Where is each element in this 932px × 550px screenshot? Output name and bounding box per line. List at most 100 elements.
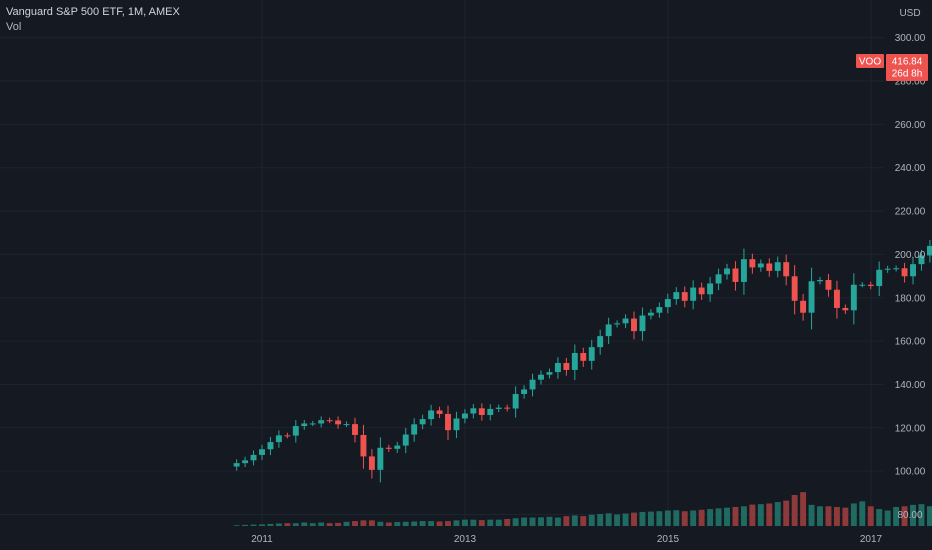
grid-lines bbox=[0, 0, 884, 526]
volume-bar bbox=[614, 514, 621, 526]
candle-body bbox=[318, 420, 325, 424]
candle-body bbox=[368, 456, 375, 470]
candle-body bbox=[926, 245, 932, 256]
volume-bar bbox=[377, 521, 384, 526]
candle-body bbox=[521, 389, 528, 394]
volume-bar bbox=[343, 521, 350, 526]
volume-bar bbox=[817, 506, 823, 526]
y-tick-label: 80.00 bbox=[897, 510, 922, 521]
volume-bar bbox=[859, 501, 866, 526]
volume-bar bbox=[360, 520, 367, 526]
volume-bar bbox=[631, 512, 637, 526]
volume-bar bbox=[259, 524, 265, 526]
volume-bar bbox=[250, 524, 257, 526]
candle-body bbox=[850, 284, 857, 311]
candle-body bbox=[876, 269, 883, 287]
candle-body bbox=[360, 434, 367, 457]
candle-body bbox=[656, 307, 663, 313]
volume-bar bbox=[732, 506, 739, 526]
candle-body bbox=[301, 423, 308, 427]
volume-bar bbox=[411, 521, 418, 526]
volume-bar bbox=[504, 518, 511, 526]
candle-body bbox=[715, 274, 722, 284]
candle-body bbox=[428, 410, 435, 420]
candle-body bbox=[749, 259, 756, 268]
candle-body bbox=[343, 424, 350, 426]
candle-body bbox=[352, 424, 358, 435]
volume-bar bbox=[292, 523, 299, 526]
volume-bar bbox=[740, 506, 747, 526]
volume-bar bbox=[385, 522, 392, 526]
y-tick-label: 120.00 bbox=[895, 423, 926, 434]
x-tick-label: 2013 bbox=[454, 534, 477, 545]
volume-bar bbox=[546, 516, 553, 526]
candle-body bbox=[791, 276, 798, 301]
volume-bar bbox=[428, 521, 435, 526]
candle-body bbox=[707, 283, 714, 295]
volume-bar bbox=[850, 503, 857, 526]
candle-body bbox=[504, 407, 511, 409]
volume-bar bbox=[267, 523, 274, 526]
last-price-tag: VOO 416.84 26d 8h bbox=[856, 54, 928, 81]
x-tick-label: 2017 bbox=[860, 534, 883, 545]
candle-body bbox=[605, 324, 612, 337]
candle-body bbox=[250, 454, 257, 461]
volume-bar bbox=[867, 506, 874, 526]
chart-title[interactable]: Vanguard S&P 500 ETF, 1M, AMEX bbox=[6, 6, 180, 18]
volume-indicator-label[interactable]: Vol bbox=[6, 21, 22, 33]
y-tick-label: 280.00 bbox=[895, 77, 926, 88]
volume-bar bbox=[825, 506, 832, 526]
candle-body bbox=[766, 263, 773, 271]
volume-bar bbox=[918, 504, 925, 526]
candle-body bbox=[859, 284, 866, 286]
volume-bar bbox=[478, 520, 485, 526]
volume-bar bbox=[309, 523, 316, 526]
y-tick-label: 300.00 bbox=[895, 33, 926, 44]
candle-body bbox=[808, 281, 815, 313]
volume-bar bbox=[791, 495, 798, 526]
candle-body bbox=[411, 424, 418, 435]
candle-body bbox=[732, 268, 739, 282]
volume-bar bbox=[884, 510, 891, 526]
candle-body bbox=[893, 268, 900, 270]
candle-body bbox=[673, 292, 680, 300]
price-axis[interactable]: 80.00 100.00 120.00 140.00 160.00 180.00 200.0… bbox=[895, 0, 926, 521]
candle-body bbox=[242, 460, 249, 464]
volume-bar bbox=[664, 510, 671, 526]
candle-body bbox=[495, 407, 502, 409]
volume-bar bbox=[436, 521, 443, 526]
y-tick-label: 180.00 bbox=[895, 293, 926, 304]
volume-bar bbox=[647, 511, 654, 526]
candle-body bbox=[698, 287, 705, 295]
volume-bar bbox=[487, 519, 494, 526]
volume-bar bbox=[275, 523, 282, 526]
volume-bar bbox=[538, 517, 544, 526]
candle-body bbox=[580, 353, 587, 361]
candle-body bbox=[910, 264, 916, 277]
candle-body bbox=[884, 268, 891, 270]
volume-bar bbox=[571, 515, 578, 526]
candle-body bbox=[783, 262, 790, 277]
y-tick-label: 220.00 bbox=[895, 207, 926, 218]
candle-body bbox=[817, 279, 823, 282]
y-tick-label: 320.00 bbox=[895, 0, 926, 1]
candle-body bbox=[901, 268, 908, 277]
volume-bar bbox=[563, 516, 570, 526]
candle-body bbox=[394, 445, 401, 449]
time-axis[interactable]: 201120132015201720192021May bbox=[251, 534, 932, 545]
candle-body bbox=[757, 263, 764, 268]
candle-body bbox=[800, 300, 807, 313]
y-tick-label: 200.00 bbox=[895, 250, 926, 261]
volume-bar bbox=[774, 502, 781, 526]
volume-bar bbox=[233, 525, 240, 526]
volume-bar bbox=[715, 508, 722, 526]
volume-bar bbox=[495, 519, 502, 526]
volume-bar bbox=[681, 511, 688, 526]
candle-body bbox=[275, 435, 282, 443]
volume-bar bbox=[445, 521, 451, 526]
candle-body bbox=[614, 323, 621, 325]
candle-body bbox=[588, 347, 595, 361]
volume-bar bbox=[766, 503, 773, 526]
candle-body bbox=[309, 423, 316, 425]
